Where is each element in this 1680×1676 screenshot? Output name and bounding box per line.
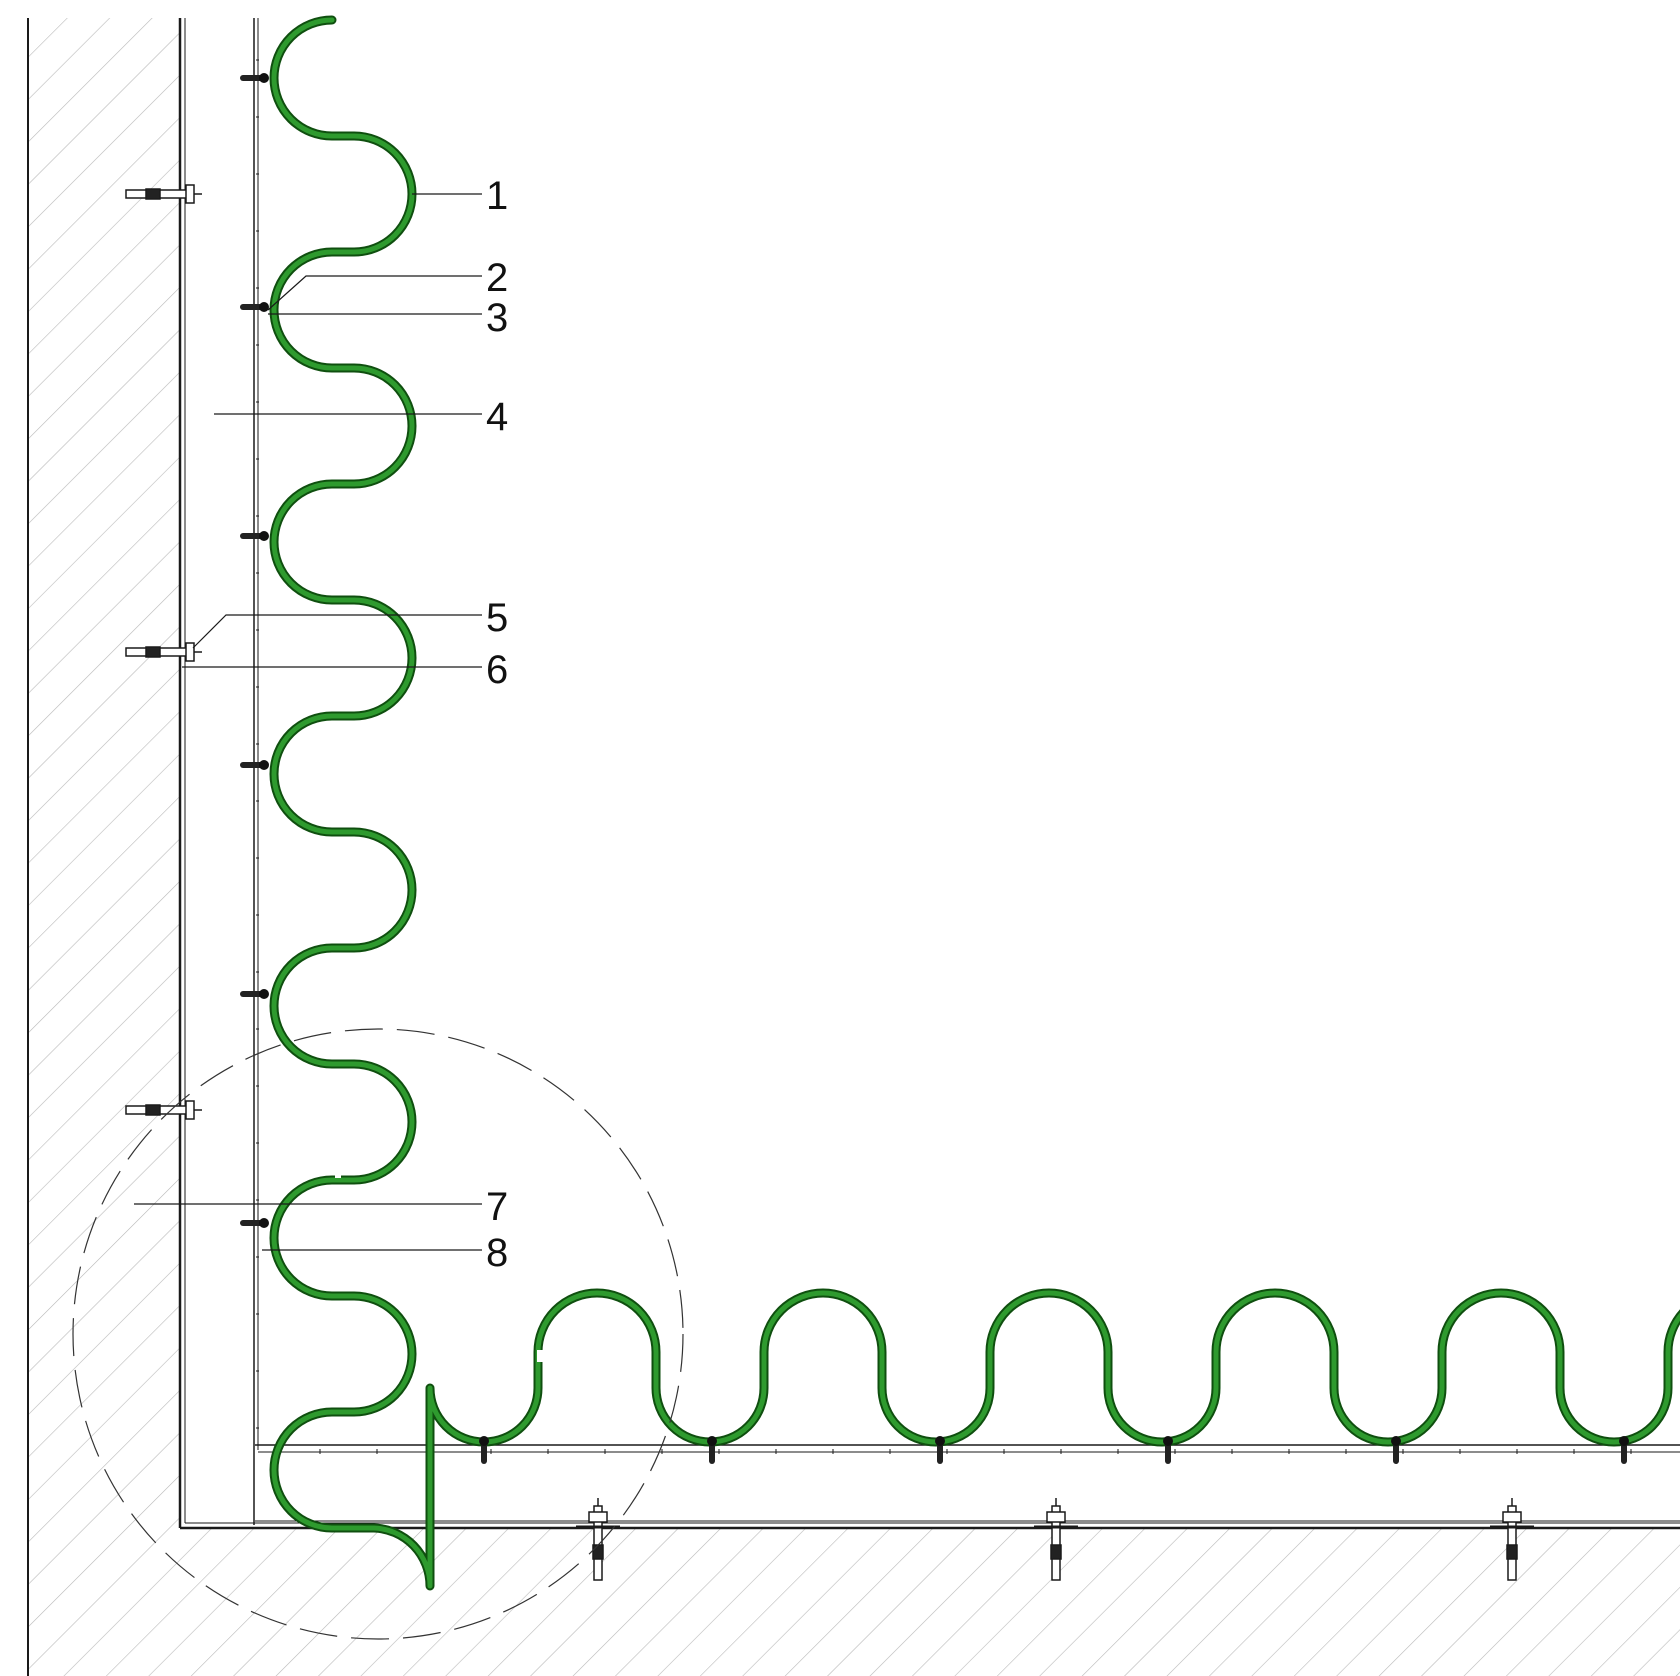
wall-anchors [125, 184, 202, 1120]
pipe-clip-icon [935, 1436, 945, 1464]
floor-anchor-icon [576, 1498, 620, 1581]
leader-2 [267, 275, 482, 311]
pipe-clip-icon [1391, 1436, 1401, 1464]
pipe-clip-icon [240, 1218, 269, 1228]
leader-lines [134, 193, 482, 1251]
pipe-clip-icon [240, 302, 269, 312]
floor-pipe-clips [479, 1436, 1629, 1464]
callout-labels: 1 2 3 4 5 6 7 8 [486, 174, 508, 1275]
callout-8: 8 [486, 1231, 508, 1275]
pipe-clip-icon [707, 1436, 717, 1464]
pipe-clip-icon [1619, 1436, 1629, 1464]
heating-pipe-outline [269, 15, 1680, 1591]
pipe-clip-icon [1163, 1436, 1173, 1464]
callout-5: 5 [486, 596, 508, 640]
pipe-joint-gap [537, 1350, 551, 1362]
callout-7: 7 [486, 1185, 508, 1229]
heating-pipe [271, 17, 1680, 1589]
floor-anchors [576, 1498, 1534, 1581]
detail-circle [72, 1028, 684, 1640]
floor-anchor-icon [1490, 1498, 1534, 1581]
wall-anchor-icon [125, 642, 202, 662]
panel-ticks [256, 59, 1632, 1454]
callout-4: 4 [486, 395, 508, 439]
pipe-joint-gap [335, 1158, 341, 1178]
pipe-clip-icon [479, 1436, 489, 1464]
wall-surface [178, 18, 1680, 1530]
pipe-clip-icon [240, 531, 269, 541]
pipe-clip-icon [240, 73, 269, 83]
callout-1: 1 [486, 174, 508, 218]
floor-anchor-icon [1034, 1498, 1078, 1581]
pipe-clip-icon [240, 989, 269, 999]
callout-6: 6 [486, 648, 508, 692]
wall-anchor-icon [125, 184, 202, 204]
callout-2: 2 [486, 256, 508, 300]
leader-5 [192, 614, 482, 649]
wall-hatch-area [28, 18, 1680, 1676]
pipe-clip-icon [240, 760, 269, 770]
panel-board [253, 18, 1680, 1525]
callout-3: 3 [486, 296, 508, 340]
wall-anchor-icon [125, 1100, 202, 1120]
wall-pipe-clips [240, 73, 269, 1228]
